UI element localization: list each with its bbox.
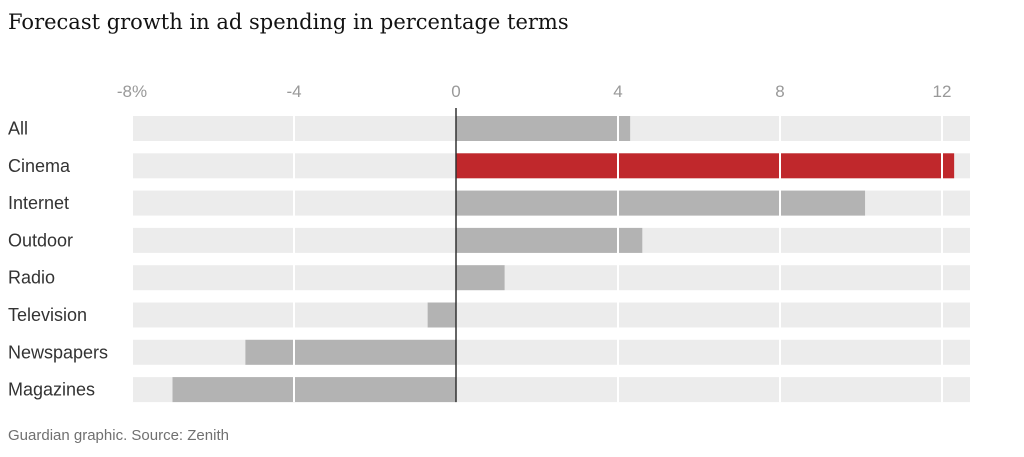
bar-newspapers xyxy=(245,339,456,365)
category-label-layer: All Cinema Internet Outdoor Radio Television N… xyxy=(8,119,108,400)
tick-label-5: 12 xyxy=(933,82,952,101)
tick-label-3: 4 xyxy=(613,82,622,101)
category-label-outdoor: Outdoor xyxy=(8,230,73,250)
tick-label-layer: -8% -4 0 4 8 12 xyxy=(117,82,952,101)
gridline-layer xyxy=(131,108,943,403)
category-label-newspapers: Newspapers xyxy=(8,342,108,362)
bar-cinema xyxy=(456,153,955,179)
bar-layer xyxy=(172,116,955,403)
chart-title: Forecast growth in ad spending in percen… xyxy=(8,10,569,34)
category-label-radio: Radio xyxy=(8,268,55,288)
bar-outdoor xyxy=(456,227,643,253)
tick-label-2: 0 xyxy=(451,82,460,101)
category-label-all: All xyxy=(8,119,28,139)
bar-magazines xyxy=(172,377,456,403)
category-label-television: Television xyxy=(8,305,87,325)
tick-label-1: -4 xyxy=(286,82,301,101)
tick-label-0: -8% xyxy=(117,82,147,101)
bar-radio xyxy=(456,265,505,291)
bar-internet xyxy=(456,190,866,216)
tick-label-4: 8 xyxy=(775,82,784,101)
bar-all xyxy=(456,116,631,141)
category-label-magazines: Magazines xyxy=(8,380,95,400)
category-label-internet: Internet xyxy=(8,193,69,213)
category-label-cinema: Cinema xyxy=(8,156,71,176)
track-radio xyxy=(132,265,970,291)
track-television xyxy=(132,302,970,328)
source-note: Guardian graphic. Source: Zenith xyxy=(8,427,229,444)
bar-television xyxy=(427,302,456,328)
